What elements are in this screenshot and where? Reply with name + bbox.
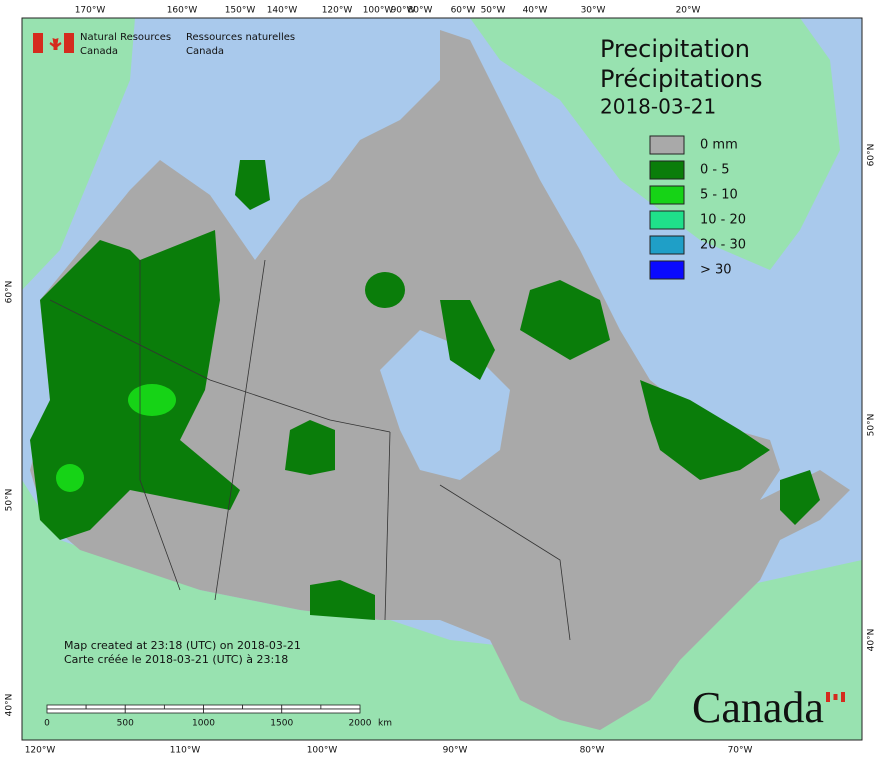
scale-segment <box>46 704 87 710</box>
precip-area <box>30 230 240 540</box>
title-en: Precipitation <box>600 35 750 63</box>
department-fr: Ressources naturelles <box>186 32 295 43</box>
border <box>439 484 571 641</box>
logo <box>33 33 74 53</box>
precip-area <box>285 420 335 475</box>
alaska <box>22 18 135 290</box>
note: Carte créée le 2018-03-21 (UTC) à 23:18 <box>64 653 288 666</box>
latitude-label: 40°N <box>867 629 877 652</box>
longitude-label: 40°W <box>523 6 548 16</box>
department-en: Natural Resources <box>80 32 171 43</box>
scale-segment <box>203 704 244 710</box>
scale-label: 1000 <box>192 719 215 729</box>
longitude-label: 80°W <box>408 6 433 16</box>
longitude-label: 100°W <box>307 746 338 756</box>
legend-label: 5 - 10 <box>700 188 738 203</box>
longitude-label: 90°W <box>443 746 468 756</box>
department-fr: Canada <box>186 46 224 57</box>
longitude-label: 30°W <box>581 6 606 16</box>
longitude-label: 60°W <box>451 6 476 16</box>
precip-area <box>128 384 176 416</box>
border <box>139 260 181 591</box>
date: 2018-03-21 <box>600 95 716 119</box>
longitude-label: 160°W <box>167 6 198 16</box>
scale-segment <box>124 708 204 714</box>
scale-unit: km <box>378 719 392 729</box>
legend-label: > 30 <box>700 263 732 278</box>
scale-segment <box>281 704 322 710</box>
longitude-label: 90°W <box>391 6 416 16</box>
latitude-label: 60°N <box>5 281 15 304</box>
latitude-label: 60°N <box>867 144 877 167</box>
scale-segment <box>46 708 126 714</box>
legend-label: 20 - 30 <box>700 238 746 253</box>
precip-area <box>780 470 820 525</box>
department-en: Canada <box>80 46 118 57</box>
map-body <box>22 18 862 740</box>
latitude-label: 50°N <box>5 489 15 512</box>
longitude-label: 150°W <box>225 6 256 16</box>
scale-segment <box>163 704 204 710</box>
latitude-label: 40°N <box>5 694 15 717</box>
scale-label: 1500 <box>270 719 293 729</box>
legend-swatch <box>649 135 685 155</box>
longitude-label: 70°W <box>728 746 753 756</box>
border <box>49 299 391 433</box>
wordmark: Canada <box>692 683 824 732</box>
legend-label: 0 mm <box>700 138 738 153</box>
scale-segment <box>124 704 165 710</box>
border <box>384 431 391 621</box>
scale-segment <box>242 704 283 710</box>
longitude-label: 120°W <box>322 6 353 16</box>
precip-area <box>640 380 770 480</box>
longitude-label: 50°W <box>481 6 506 16</box>
scale-label: 500 <box>117 719 134 729</box>
scale-segment <box>85 704 126 710</box>
precip-area <box>56 464 84 492</box>
precip-area <box>310 580 375 620</box>
scale-segment <box>203 708 283 714</box>
latitude-label: 50°N <box>867 414 877 437</box>
longitude-label: 100°W <box>363 6 394 16</box>
scale-segment <box>320 704 361 710</box>
precip-area <box>365 272 405 308</box>
title-fr: Précipitations <box>600 65 763 93</box>
longitude-label: 140°W <box>267 6 298 16</box>
legend-swatch <box>649 260 685 280</box>
scale-segment <box>281 708 361 714</box>
legend-swatch <box>649 210 685 230</box>
note: Map created at 23:18 (UTC) on 2018-03-21 <box>64 639 301 652</box>
border <box>214 259 266 601</box>
legend-label: 0 - 5 <box>700 163 730 178</box>
scale-label: 2000 <box>349 719 372 729</box>
longitude-label: 110°W <box>170 746 201 756</box>
longitude-label: 80°W <box>580 746 605 756</box>
wordmark-flag <box>826 692 845 702</box>
precip-area <box>440 300 495 380</box>
longitude-label: 120°W <box>25 746 56 756</box>
scale-label: 0 <box>44 719 50 729</box>
longitude-label: 170°W <box>75 6 106 16</box>
legend-swatch <box>649 185 685 205</box>
precip-area <box>520 280 610 360</box>
frame <box>21 17 863 741</box>
precip-area <box>235 160 270 210</box>
legend-swatch <box>649 235 685 255</box>
legend-swatch <box>649 160 685 180</box>
legend-label: 10 - 20 <box>700 213 746 228</box>
longitude-label: 20°W <box>676 6 701 16</box>
